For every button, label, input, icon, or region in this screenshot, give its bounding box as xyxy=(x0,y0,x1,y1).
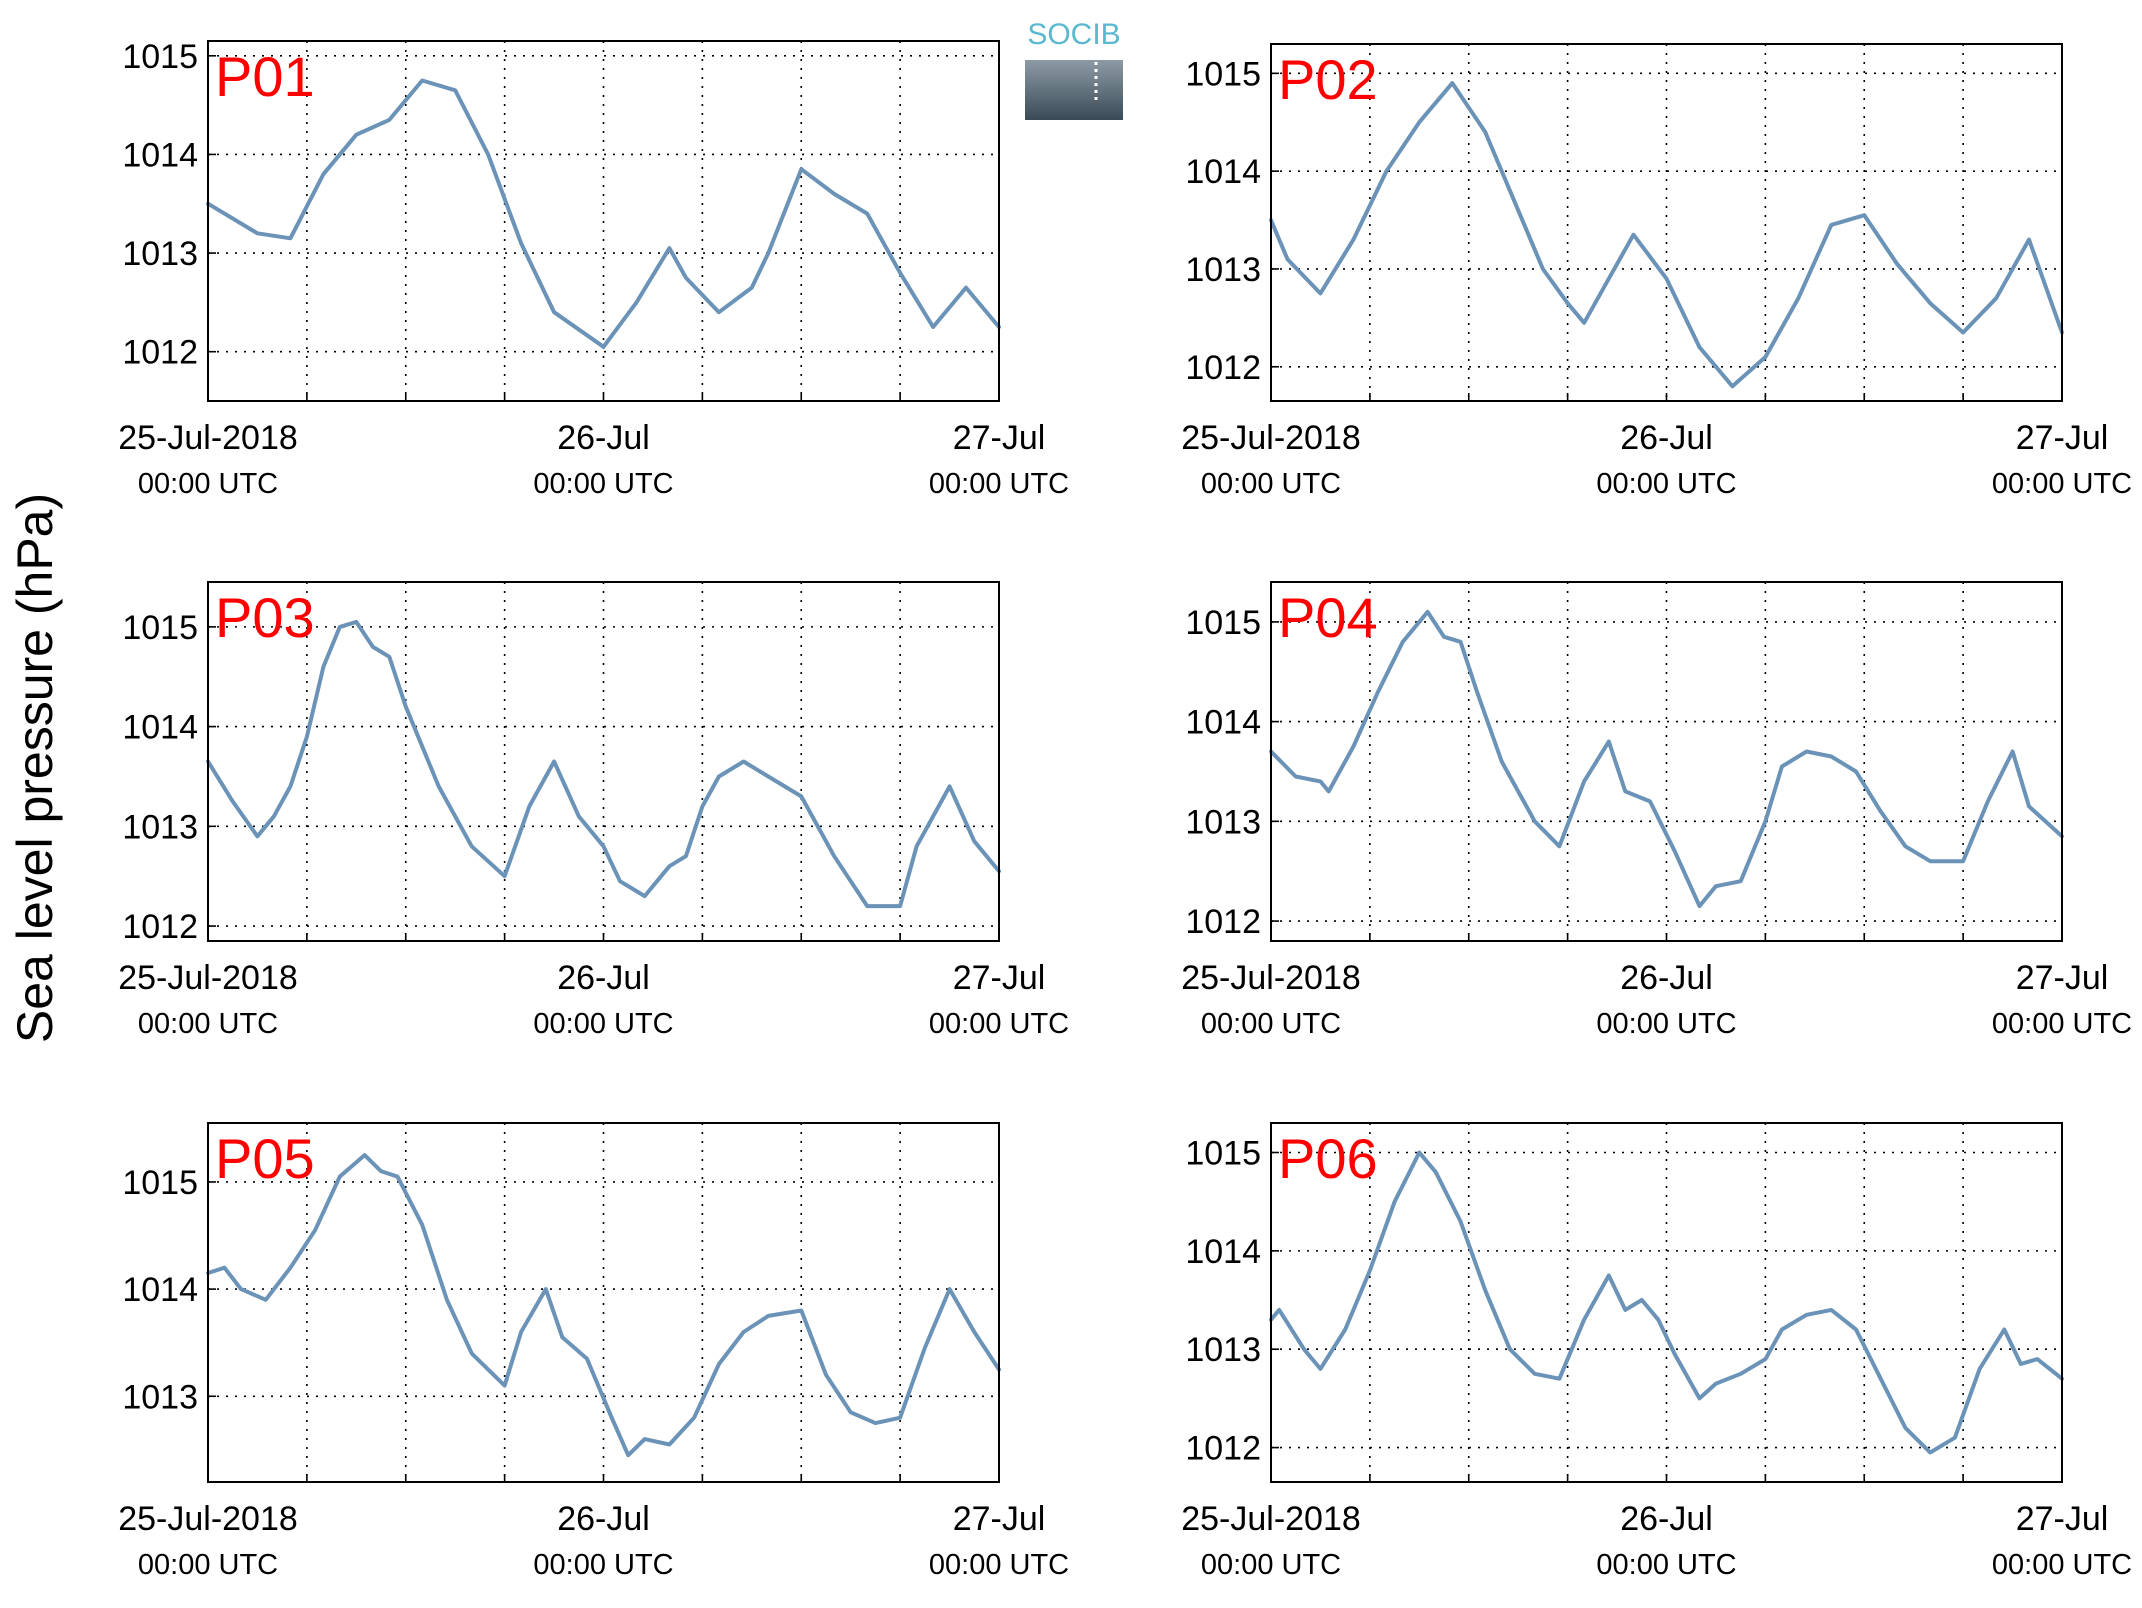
x-tick-label-date: 25-Jul-2018 xyxy=(118,419,298,457)
x-tick-label-time: 00:00 UTC xyxy=(1201,1008,1341,1040)
x-tick-label-time: 00:00 UTC xyxy=(533,1549,673,1581)
x-tick-label-time: 00:00 UTC xyxy=(1992,1008,2132,1040)
socib-logo: SOCIB xyxy=(1025,18,1123,120)
axes-frame xyxy=(207,1122,1000,1483)
x-tick-label-date: 26-Jul xyxy=(557,419,650,457)
x-tick-label-time: 00:00 UTC xyxy=(1992,468,2132,500)
pressure-series-line xyxy=(206,78,1001,349)
x-tick-label-time: 00:00 UTC xyxy=(929,468,1069,500)
y-tick-label: 1015 xyxy=(1185,55,1261,93)
logo-band xyxy=(1025,42,1123,60)
y-tick-label: 1015 xyxy=(122,1164,198,1202)
panel-p01: 1012 1013 1014 1015 25-Jul-2018 00:00 UTC 26-J… xyxy=(118,38,1069,500)
y-tick-label: 1013 xyxy=(122,808,198,846)
x-tick-label-time: 00:00 UTC xyxy=(138,1008,278,1040)
axes-frame xyxy=(207,40,1000,402)
x-tick-label-date: 27-Jul xyxy=(2016,419,2109,457)
panel-p05: 1013 1014 1015 25-Jul-2018 00:00 UTC 26-Jul 00… xyxy=(118,1122,1069,1581)
x-tick-label-date: 27-Jul xyxy=(2016,1500,2109,1538)
axes-frame xyxy=(1270,581,2063,942)
x-tick-label-time: 00:00 UTC xyxy=(1992,1549,2132,1581)
pressure-series-line xyxy=(1269,609,2064,909)
panel-p03: 1012 1013 1014 1015 25-Jul-2018 00:00 UTC 26-J… xyxy=(118,581,1069,1040)
y-tick-label: 1014 xyxy=(1185,153,1261,191)
x-tick-label-date: 26-Jul xyxy=(557,1500,650,1538)
y-tick-label: 1012 xyxy=(122,334,198,372)
x-tick-label-time: 00:00 UTC xyxy=(929,1549,1069,1581)
y-tick-label: 1015 xyxy=(122,38,198,76)
x-tick-label-date: 25-Jul-2018 xyxy=(1181,959,1361,997)
y-tick-label: 1013 xyxy=(122,235,198,273)
logo-shape xyxy=(1025,50,1123,120)
y-tick-label: 1014 xyxy=(1185,1233,1261,1271)
pressure-series-line xyxy=(1269,1150,2064,1455)
logo-text: SOCIB xyxy=(1027,18,1120,51)
x-tick-label-date: 26-Jul xyxy=(1620,1500,1713,1538)
x-tick-label-date: 26-Jul xyxy=(1620,419,1713,457)
y-tick-label: 1013 xyxy=(1185,803,1261,841)
x-tick-label-time: 00:00 UTC xyxy=(1201,468,1341,500)
x-tick-label-time: 00:00 UTC xyxy=(138,468,278,500)
station-label: P01 xyxy=(215,45,315,108)
x-tick-label-time: 00:00 UTC xyxy=(929,1008,1069,1040)
axes-frame xyxy=(207,581,1000,942)
x-tick-label-date: 27-Jul xyxy=(953,1500,1046,1538)
y-tick-label: 1013 xyxy=(122,1378,198,1416)
x-tick-label-date: 26-Jul xyxy=(557,959,650,997)
y-tick-label: 1015 xyxy=(122,609,198,647)
y-tick-label: 1012 xyxy=(1185,1430,1261,1468)
station-label: P02 xyxy=(1278,48,1378,111)
y-tick-label: 1014 xyxy=(122,1271,198,1309)
y-tick-label: 1013 xyxy=(1185,251,1261,289)
x-tick-label-date: 25-Jul-2018 xyxy=(118,1500,298,1538)
x-tick-label-date: 27-Jul xyxy=(2016,959,2109,997)
x-tick-label-time: 00:00 UTC xyxy=(1201,1549,1341,1581)
station-label: P06 xyxy=(1278,1127,1378,1190)
x-tick-label-time: 00:00 UTC xyxy=(533,1008,673,1040)
station-label: P05 xyxy=(215,1127,315,1190)
x-tick-label-date: 27-Jul xyxy=(953,419,1046,457)
y-tick-label: 1015 xyxy=(1185,604,1261,642)
x-tick-label-date: 25-Jul-2018 xyxy=(1181,1500,1361,1538)
y-tick-label: 1012 xyxy=(1185,349,1261,387)
axes-frame xyxy=(1270,43,2063,402)
y-tick-label: 1015 xyxy=(1185,1135,1261,1173)
y-tick-label: 1013 xyxy=(1185,1331,1261,1369)
y-tick-label: 1014 xyxy=(1185,704,1261,742)
x-tick-label-time: 00:00 UTC xyxy=(1596,468,1736,500)
panel-p02: 1012 1013 1014 1015 25-Jul-2018 00:00 UTC 26-J… xyxy=(1181,43,2132,500)
y-tick-label: 1014 xyxy=(122,136,198,174)
x-tick-label-time: 00:00 UTC xyxy=(138,1549,278,1581)
pressure-series-line xyxy=(206,619,1001,909)
pressure-series-line xyxy=(206,1153,1001,1458)
pressure-series-line xyxy=(1269,81,2064,389)
x-tick-label-date: 25-Jul-2018 xyxy=(1181,419,1361,457)
y-axis-label: Sea level pressure (hPa) xyxy=(7,493,63,1043)
y-tick-label: 1012 xyxy=(1185,903,1261,941)
x-tick-label-date: 27-Jul xyxy=(953,959,1046,997)
x-tick-label-time: 00:00 UTC xyxy=(1596,1549,1736,1581)
x-tick-label-time: 00:00 UTC xyxy=(1596,1008,1736,1040)
station-label: P03 xyxy=(215,586,315,649)
panel-p06: 1012 1013 1014 1015 25-Jul-2018 00:00 UTC 26-J… xyxy=(1181,1122,2132,1581)
x-tick-label-date: 26-Jul xyxy=(1620,959,1713,997)
x-tick-label-time: 00:00 UTC xyxy=(533,468,673,500)
axes-frame xyxy=(1270,1122,2063,1483)
y-tick-label: 1014 xyxy=(122,709,198,747)
station-label: P04 xyxy=(1278,586,1378,649)
y-tick-label: 1012 xyxy=(122,908,198,946)
panel-grid: 1012 1013 1014 1015 25-Jul-2018 00:00 UTC 26-J… xyxy=(118,38,2132,1581)
panel-p04: 1012 1013 1014 1015 25-Jul-2018 00:00 UTC 26-J… xyxy=(1181,581,2132,1040)
x-tick-label-date: 25-Jul-2018 xyxy=(118,959,298,997)
